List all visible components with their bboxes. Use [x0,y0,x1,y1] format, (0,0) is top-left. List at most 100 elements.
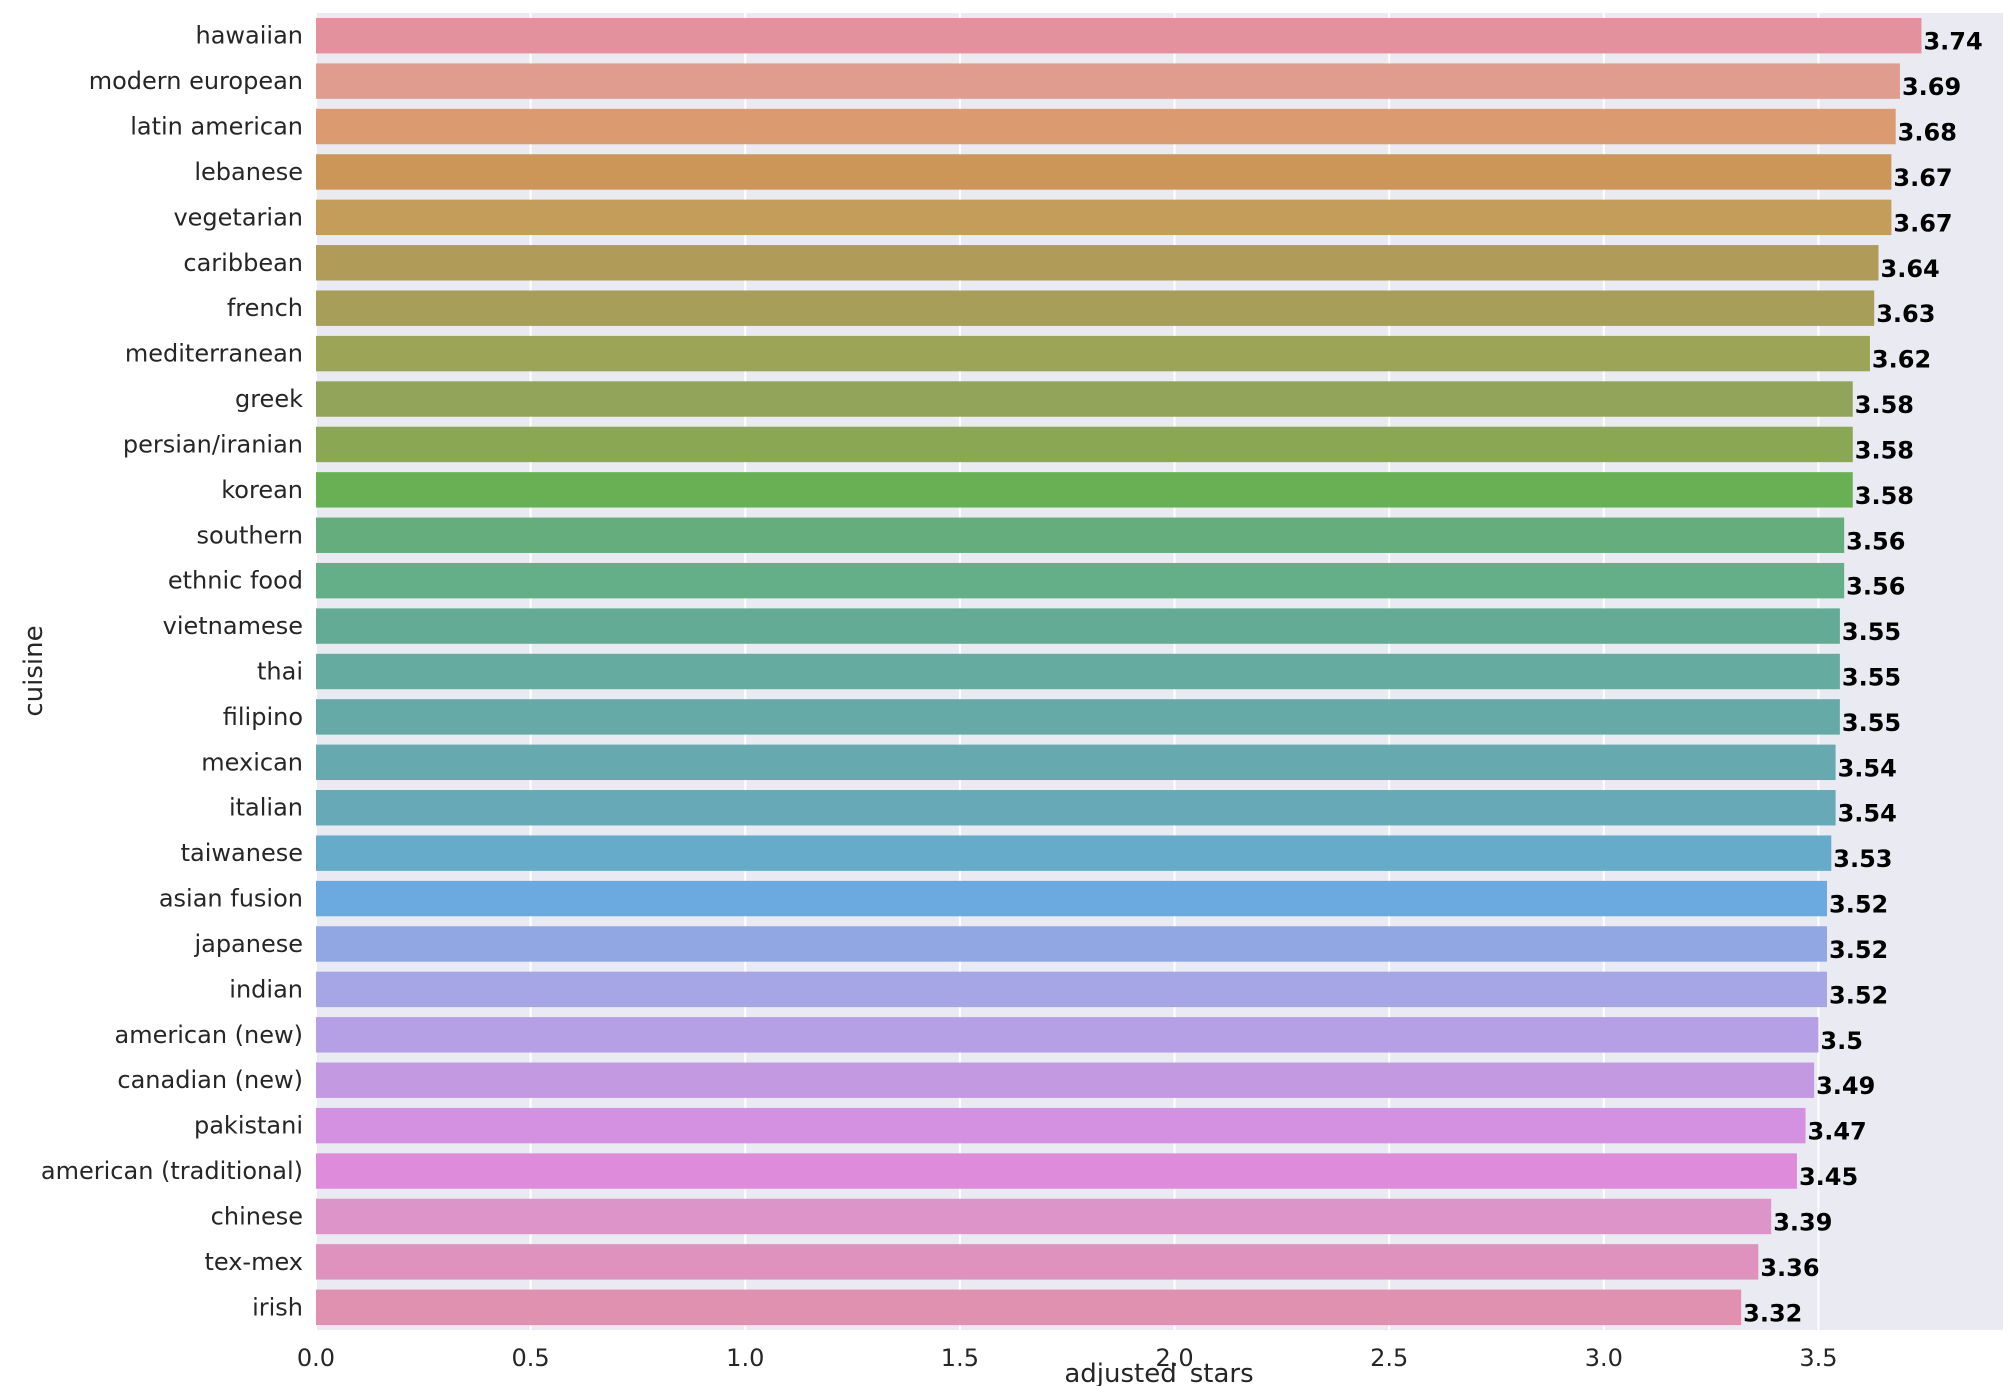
value-label: 3.53 [1833,845,1892,873]
x-tick-labels: 0.0 0.5 1.0 1.5 2.0 2.5 3.0 3.5 [297,1344,1838,1372]
value-label: 3.56 [1846,527,1905,555]
y-tick-label: asian fusion [159,885,303,913]
y-tick-label: vegetarian [173,203,303,231]
value-label: 3.55 [1842,709,1901,737]
y-tick-label: korean [221,476,303,504]
bar-american-traditional- [316,1153,1797,1189]
y-tick-label: caribbean [183,249,303,277]
value-label: 3.55 [1842,618,1901,646]
y-tick-label: filipino [223,703,303,731]
y-tick-label: american (traditional) [41,1157,303,1185]
value-label: 3.36 [1760,1254,1819,1282]
x-tick-label: 2.5 [1370,1344,1408,1372]
value-label: 3.32 [1743,1299,1802,1327]
value-label: 3.47 [1808,1118,1867,1146]
x-tick-label: 3.0 [1585,1344,1623,1372]
y-tick-label: mediterranean [125,340,303,368]
y-tick-label: canadian (new) [117,1066,303,1094]
y-tick-label: american (new) [115,1021,303,1049]
y-tick-label: southern [197,521,303,549]
bar-southern [316,517,1845,553]
value-label: 3.56 [1846,573,1905,601]
x-tick-label: 2.0 [1155,1344,1193,1372]
value-label: 3.68 [1898,119,1957,147]
y-tick-label: mexican [201,748,303,776]
y-tick-label: hawaiian [195,22,303,50]
value-label: 3.55 [1842,664,1901,692]
bar-lebanese [316,154,1892,190]
x-tick-label: 0.0 [297,1344,335,1372]
y-tick-label: persian/iranian [123,430,303,458]
bar-hawaiian [316,17,1922,54]
bar-ethnic-food [316,562,1845,599]
bar-canadian-new- [316,1062,1815,1098]
bar-mediterranean [316,335,1870,372]
value-label: 3.52 [1829,891,1888,919]
bar-french [316,290,1875,326]
bars [316,17,1922,1326]
bar-modern-european [316,63,1900,99]
bar-mexican [316,744,1836,781]
value-label: 3.39 [1773,1208,1832,1236]
y-tick-label: pakistani [194,1112,303,1140]
x-tick-label: 1.5 [941,1344,979,1372]
value-label: 3.52 [1829,981,1888,1009]
value-label: 3.67 [1893,164,1952,192]
y-tick-label: chinese [211,1202,303,1230]
y-tick-labels: hawaiian modern european latin american leb… [41,22,303,1322]
y-tick-label: tex-mex [204,1248,303,1276]
y-tick-label: lebanese [194,158,303,186]
value-label: 3.62 [1872,346,1931,374]
y-tick-label: indian [229,975,303,1003]
bar-latin-american [316,108,1896,145]
bar-american-new- [316,1017,1819,1053]
value-label: 3.58 [1855,436,1914,464]
value-label: 3.5 [1820,1027,1863,1055]
bar-pakistani [316,1107,1806,1144]
x-tick-label: 0.5 [512,1344,550,1372]
value-label: 3.54 [1838,754,1897,782]
y-tick-label: thai [257,658,303,686]
bar-chinese [316,1198,1772,1235]
y-tick-label: irish [252,1293,303,1321]
value-label: 3.74 [1923,28,1982,56]
value-label: 3.67 [1893,209,1952,237]
bar-irish [316,1289,1742,1326]
x-axis-label: adjusted_stars [1064,1359,1253,1386]
bar-italian [316,790,1836,826]
value-label: 3.64 [1881,255,1940,283]
value-label: 3.58 [1855,391,1914,419]
bar-taiwanese [316,835,1832,871]
bar-japanese [316,926,1828,962]
value-label: 3.45 [1799,1163,1858,1191]
y-tick-label: greek [235,385,303,413]
bar-persian-iranian [316,426,1853,463]
bar-thai [316,653,1840,690]
x-tick-label: 1.0 [726,1344,764,1372]
value-label: 3.69 [1902,73,1961,101]
y-tick-label: italian [229,794,303,822]
bar-vegetarian [316,199,1892,236]
bar-greek [316,381,1853,417]
bar-asian-fusion [316,880,1828,917]
y-tick-label: japanese [193,930,303,958]
y-tick-label: ethnic food [168,567,303,595]
value-label: 3.52 [1829,936,1888,964]
bar-korean [316,472,1853,508]
y-tick-label: french [227,294,303,322]
value-label: 3.58 [1855,482,1914,510]
x-tick-label: 3.5 [1799,1344,1837,1372]
y-tick-label: modern european [89,67,303,95]
bar-caribbean [316,245,1879,281]
value-labels: 3.74 3.69 3.68 3.67 3.67 3.64 3.63 3.62 3.58 3.58… [1743,28,1983,1328]
y-tick-label: taiwanese [181,839,303,867]
y-tick-label: vietnamese [163,612,303,640]
y-axis-label: cuisine [19,625,49,716]
value-label: 3.54 [1838,800,1897,828]
value-label: 3.49 [1816,1072,1875,1100]
bar-filipino [316,699,1840,735]
value-label: 3.63 [1876,300,1935,328]
bar-indian [316,971,1828,1008]
bar-vietnamese [316,608,1840,644]
